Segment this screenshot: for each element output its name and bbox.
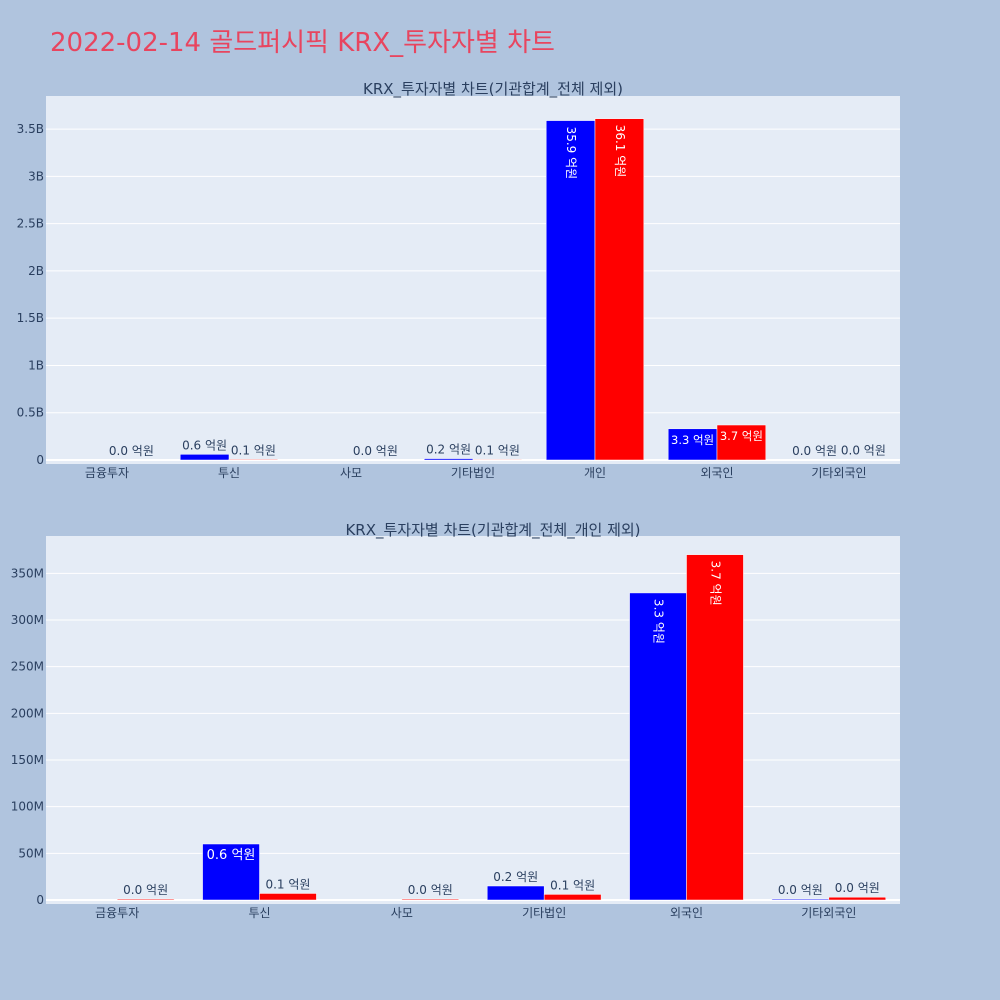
x-tick-label: 투신 (248, 906, 270, 920)
data-label: 0.6 억원 (207, 848, 256, 863)
x-tick-label: 사모 (391, 906, 413, 920)
y-tick-label: 0 (36, 453, 44, 467)
data-label: 0.1 억원 (550, 878, 595, 892)
data-label: 0.0 억원 (841, 444, 886, 458)
bar (486, 885, 545, 901)
bar (686, 554, 744, 901)
bar (545, 120, 596, 461)
y-tick-label: 200M (11, 706, 44, 720)
bar (423, 458, 474, 461)
bar (259, 893, 317, 901)
plot-area (46, 96, 900, 464)
y-tick-label: 1.5B (17, 311, 44, 325)
data-label: 0.0 억원 (109, 444, 154, 458)
bar (228, 459, 279, 461)
data-label: 0.0 억원 (123, 883, 168, 897)
bar (828, 896, 887, 901)
data-label: 3.7 억원 (708, 561, 722, 606)
plot-area (46, 536, 900, 904)
chart-bottom: KRX_투자자별 차트(기관합계_전체_개인 제외) 0 50M 100M 150M 20… (11, 521, 900, 920)
bar (716, 424, 767, 461)
y-tick-label: 0 (36, 893, 44, 907)
bar (771, 898, 830, 901)
page-title: 2022-02-14 골드퍼시픽 KRX_투자자별 차트 (50, 28, 555, 58)
bar (401, 898, 460, 901)
data-label: 0.1 억원 (265, 877, 310, 891)
data-label: 0.0 억원 (778, 883, 823, 897)
chart-top: KRX_투자자별 차트(기관합계_전체 제외) 0 0.5B 1B 1.5B 2B 2.5B… (17, 80, 900, 480)
y-tick-label: 2.5B (17, 217, 44, 231)
y-tick-label: 300M (11, 613, 44, 627)
data-label: 3.3 억원 (671, 433, 714, 447)
y-tick-label: 250M (11, 660, 44, 674)
x-tick-label: 기타외국인 (801, 906, 856, 920)
y-tick-label: 3.5B (17, 122, 44, 136)
bar (543, 894, 602, 901)
y-tick-label: 350M (11, 566, 44, 580)
x-tick-label: 기타법인 (451, 466, 495, 480)
data-label: 0.1 억원 (231, 443, 276, 457)
data-label: 0.0 억원 (408, 883, 453, 897)
y-tick-label: 0.5B (17, 406, 44, 420)
bar (667, 428, 718, 461)
bar (116, 898, 175, 901)
data-label: 36.1 억원 (613, 125, 627, 178)
bar (472, 459, 523, 461)
data-label: 0.6 억원 (182, 438, 227, 452)
data-label: 0.2 억원 (493, 870, 538, 884)
data-label: 0.0 억원 (353, 444, 398, 458)
y-tick-label: 50M (18, 846, 44, 860)
data-label: 35.9 억원 (564, 127, 578, 180)
data-label: 0.2 억원 (426, 443, 471, 457)
y-tick-label: 150M (11, 753, 44, 767)
y-tick-label: 3B (28, 169, 44, 183)
y-tick-label: 100M (11, 800, 44, 814)
x-tick-label: 금융투자 (95, 906, 139, 920)
data-label: 0.0 억원 (792, 444, 837, 458)
x-tick-label: 금융투자 (85, 466, 129, 480)
data-label: 3.7 억원 (720, 429, 763, 443)
x-tick-label: 개인 (584, 466, 606, 480)
x-tick-label: 외국인 (700, 466, 733, 480)
x-tick-label: 외국인 (670, 906, 703, 920)
y-tick-label: 2B (28, 264, 44, 278)
chart-title: KRX_투자자별 차트(기관합계_전체 제외) (363, 80, 623, 99)
y-tick-label: 1B (28, 358, 44, 372)
x-tick-label: 투신 (218, 466, 240, 480)
chart-title: KRX_투자자별 차트(기관합계_전체_개인 제외) (345, 521, 640, 540)
data-label: 0.0 억원 (835, 881, 880, 895)
x-tick-label: 기타외국인 (811, 466, 866, 480)
bar (629, 592, 687, 901)
data-label: 3.3 억원 (652, 599, 666, 644)
x-tick-label: 사모 (340, 466, 362, 480)
bar (594, 118, 645, 461)
bar (179, 454, 230, 461)
bar (202, 843, 260, 901)
data-label: 0.1 억원 (475, 443, 520, 457)
x-tick-label: 기타법인 (522, 906, 566, 920)
